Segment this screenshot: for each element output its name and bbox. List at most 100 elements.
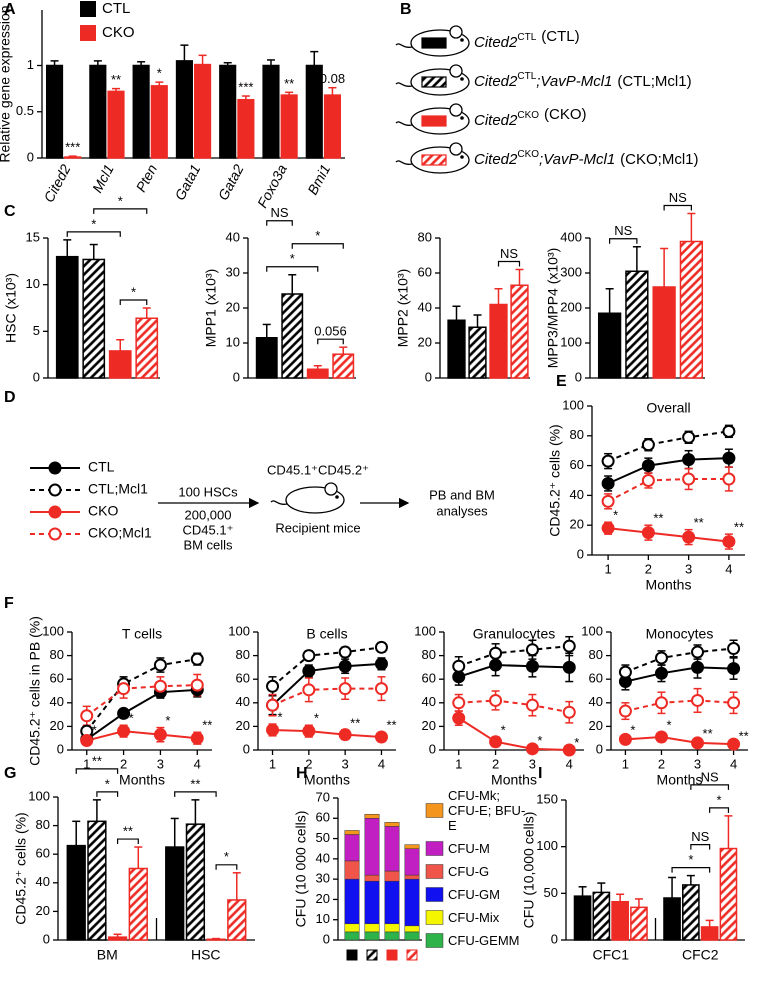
gene: Cited2 [474,112,518,129]
y-axis-label: CD45.2⁺ cells in PB (%) [27,616,43,766]
mouse-eye [460,116,464,120]
point [452,696,466,710]
legend-label: CTL [102,0,130,17]
x-tick-label: BM [97,947,118,963]
y-tick-label: 80 [36,817,50,832]
point [374,682,388,696]
mouse-eye [460,155,464,159]
genotype-label: Cited2CTL;VavP-Mcl1 (CTL;Mcl1) [474,71,692,90]
y-tick-label: 80 [570,427,584,442]
chart-title: Granulocytes [473,626,555,642]
transgene: ;VavP-Mcl1 [536,73,612,90]
bar-segment [404,848,420,876]
y-tick-label: 60 [50,671,64,686]
y-axis-label: MPP2 (x10³) [395,269,411,348]
bar-segment [364,874,380,882]
bar-segment [344,830,360,835]
genotype-label: Cited2CTL (CTL) [474,28,580,51]
x-tick-label: CFC2 [682,947,719,963]
y-tick-label: 40 [226,229,240,244]
gene: Cited2 [474,151,518,168]
bar [206,938,226,941]
y-tick-label: 80 [418,229,432,244]
bar [107,936,128,941]
bar-segment [384,870,400,882]
y-tick-label: 100 [581,623,603,638]
point [153,728,167,742]
significance-label: * [574,735,579,750]
bar [468,326,487,379]
x-axis-label: Months [119,772,165,788]
significance-bracket [266,220,293,226]
point [302,664,316,678]
recipient-strain: CD45.1⁺CD45.2⁺ [267,462,369,477]
significance-label: * [118,193,123,208]
significance-bracket [215,864,238,870]
legend-label: CFU-G [448,864,490,879]
y-tick-label: 40 [570,487,584,502]
significance-bracket [174,791,217,797]
x-tick-label: 2 [120,756,127,771]
legend-label: CKO;Mcl1 [88,525,152,541]
x-tick-label: Mcl1 [89,162,117,196]
bar-segment [384,931,400,941]
y-tick-label: 80 [50,647,64,662]
point [722,535,736,549]
significance-label: * [278,709,283,724]
point [618,665,632,679]
series-line [85,658,198,732]
y-tick-label: 100 [42,623,64,638]
y-tick-label: 300 [560,264,582,279]
x-tick-label: 3 [685,561,692,576]
bar [185,823,206,941]
bar [165,846,185,941]
point [525,643,539,657]
x-tick-label: 3 [342,756,349,771]
x-tick-label: 1 [83,756,90,771]
point [722,424,736,438]
y-tick-label: 40 [36,874,50,889]
y-axis-label: CFU (10 000 cells) [293,811,309,928]
point [153,679,167,693]
significance-label: * [105,776,110,791]
x-tick-label: 3 [694,756,701,771]
y-tick-label: 40 [50,694,64,709]
allele: CKO [517,110,539,121]
y-tick-label: 40 [236,694,250,709]
significance-label: NS [701,769,719,784]
x-tick-label: 4 [378,756,385,771]
group-name: (CKO) [544,106,587,123]
mouse-ear [449,142,463,156]
y-tick-label: 100 [414,623,436,638]
point [691,645,705,659]
bar [132,64,150,159]
significance-label: * [224,849,229,864]
point [641,438,655,452]
bar-segment [404,844,420,849]
point [691,736,705,750]
y-tick-label: 0 [33,369,40,384]
bar [510,284,529,379]
series-line [607,457,729,485]
point [727,737,741,751]
series-line [458,699,570,714]
y-tick-label: 0 [577,546,584,561]
bar-segment [344,860,360,880]
x-tick-label: CFC1 [592,947,629,963]
x-axis-label: Months [657,772,703,788]
bar-segment [364,818,380,876]
point [266,698,280,712]
competitor-label: CD45.1⁺ [183,522,234,537]
y-tick-label: 60 [236,671,250,686]
point [722,451,736,465]
x-axis-label: Months [491,772,537,788]
y-tick-label: 0 [27,149,34,164]
significance-label: ** [703,726,713,741]
y-tick-label: 0 [243,741,250,756]
chart-title: T cells [122,626,162,642]
group-name: (CTL) [541,28,579,45]
bar-segment [344,923,360,933]
x-tick-label: 1 [604,561,611,576]
x-tick-label: 1 [622,756,629,771]
bar [652,286,676,379]
